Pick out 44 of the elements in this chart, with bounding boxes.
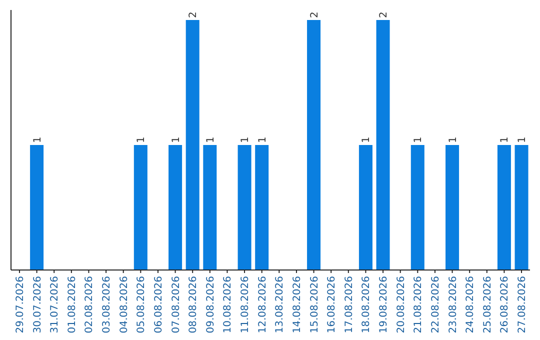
data-label: 1 (32, 136, 44, 143)
x-tick-label: 17.08.2026 (344, 276, 355, 334)
data-label: 2 (378, 12, 390, 18)
x-tick-label: 25.08.2026 (482, 276, 494, 334)
data-label: 1 (361, 136, 372, 143)
x-tick-label: 09.08.2026 (205, 276, 216, 334)
x-tick-label: 11.08.2026 (240, 276, 252, 334)
data-label: 1 (448, 136, 459, 143)
data-label: 1 (170, 136, 182, 143)
x-tick-label: 08.08.2026 (188, 276, 200, 334)
x-tick-label: 05.08.2026 (136, 276, 148, 334)
x-tick-label: 02.08.2026 (84, 276, 96, 334)
x-tick-label: 31.07.2026 (50, 276, 61, 334)
x-tick-label: 26.08.2026 (500, 276, 511, 334)
x-tick-label: 10.08.2026 (222, 276, 234, 334)
data-label: 1 (413, 136, 424, 143)
x-tick-label: 18.08.2026 (361, 276, 372, 334)
x-tick-label: 30.07.2026 (32, 276, 44, 334)
x-tick-label: 16.08.2026 (326, 276, 338, 334)
data-label: 1 (257, 136, 268, 143)
x-tick-label: 29.07.2026 (14, 276, 26, 334)
x-tick-label: 22.08.2026 (430, 276, 442, 334)
data-label: 1 (240, 136, 252, 143)
x-tick-label: 23.08.2026 (448, 276, 459, 334)
x-tick-label: 06.08.2026 (153, 276, 164, 334)
x-tick-label: 04.08.2026 (118, 276, 130, 334)
data-label: 2 (309, 12, 320, 18)
x-tick-label: 15.08.2026 (309, 276, 320, 334)
data-label: 1 (205, 136, 216, 143)
x-tick-label: 13.08.2026 (274, 276, 286, 334)
x-tick-label: 07.08.2026 (170, 276, 182, 334)
x-tick-label: 20.08.2026 (396, 276, 407, 334)
x-tick-label: 24.08.2026 (465, 276, 476, 334)
data-label: 2 (188, 12, 200, 18)
x-tick-label: 14.08.2026 (292, 276, 303, 334)
data-label: 1 (517, 136, 528, 143)
x-tick-label: 12.08.2026 (257, 276, 268, 334)
x-tick-label: 01.08.2026 (66, 276, 78, 334)
data-label: 1 (500, 136, 511, 143)
x-tick-label: 19.08.2026 (378, 276, 390, 334)
x-tick-label: 03.08.2026 (102, 276, 113, 334)
data-label: 1 (136, 136, 148, 143)
x-tick-label: 21.08.2026 (413, 276, 424, 334)
x-tick-label: 27.08.2026 (517, 276, 528, 334)
